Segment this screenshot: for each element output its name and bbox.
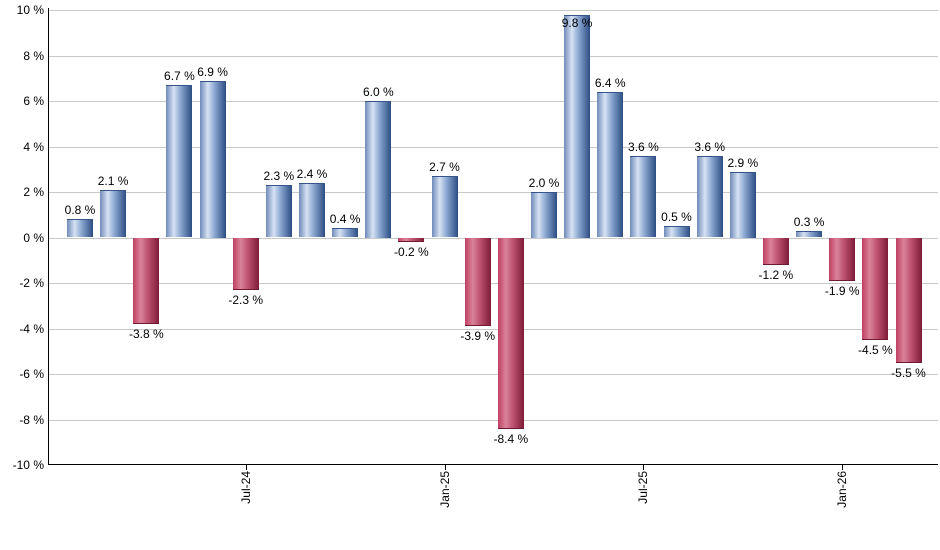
y-axis-label: -8 % [19,413,44,427]
bar-value-label: 2.4 % [296,166,328,181]
x-axis-tick [246,465,247,470]
bar-value-label: 9.8 % [561,15,593,30]
y-axis-label: 10 % [16,3,44,17]
negative-bar [498,237,524,429]
x-axis-tick [842,465,843,470]
negative-bar [763,237,789,265]
negative-bar [862,237,888,340]
negative-bar [465,237,491,327]
positive-bar [796,230,822,238]
negative-bar [398,237,424,242]
y-axis-label: 6 % [23,94,44,108]
positive-bar [166,85,192,238]
bar-value-label: 6.4 % [594,75,626,90]
bar-value-label: 0.3 % [793,214,825,229]
positive-bar [630,155,656,238]
y-axis-label: -2 % [19,276,44,290]
positive-bar [597,91,623,238]
plot-area: 0.8 % 2.1 % -3.8 % 6.7 % 6.9 % -2.3 % 2.3 % 2.4… [49,10,938,465]
positive-bar [564,14,590,238]
positive-bar [200,80,226,238]
positive-bar [697,155,723,238]
bar-value-label: -1.9 % [824,283,860,298]
y-axis-label: 0 % [23,231,44,245]
gridline [49,329,938,330]
gridline [49,374,938,375]
bar-value-label: -1.2 % [758,267,794,282]
negative-bar [133,237,159,324]
y-axis-label: -10 % [12,458,44,472]
bar-value-label: -3.9 % [460,329,496,344]
x-axis-label: Jul-25 [636,471,650,504]
gridline [49,192,938,193]
positive-bar [432,176,458,238]
bar-value-label: -5.5 % [891,365,926,380]
bar-value-label: 0.8 % [64,203,96,218]
positive-bar [332,228,358,238]
bar-value-label: 2.9 % [727,155,759,170]
negative-bar [829,237,855,281]
bar-value-label: 6.0 % [362,85,394,99]
y-axis-label: 8 % [23,49,44,63]
gridline [49,101,938,102]
y-axis-label: 4 % [23,140,44,154]
positive-bar [266,185,292,238]
gridline [49,147,938,148]
x-axis-tick [445,465,446,470]
bar-value-label: 3.6 % [628,139,659,154]
x-axis-label: Jan-26 [835,471,849,508]
gridline [49,238,938,239]
bar-value-label: 2.3 % [263,169,295,184]
negative-bar [896,237,922,363]
positive-bar [664,226,690,238]
x-axis-label: Jan-25 [438,471,452,508]
bar-value-label: 6.9 % [197,64,228,79]
x-axis-label: Jul-24 [239,471,253,504]
bar-value-label: 2.7 % [429,160,460,175]
bar-value-label: -4.5 % [858,342,893,357]
gridline [49,420,938,421]
y-axis-line [48,8,49,465]
bar-value-label: 0.4 % [329,212,361,227]
positive-bar [531,192,557,238]
bar-value-label: 6.7 % [164,69,195,84]
y-axis-label: 2 % [23,185,44,199]
gridline [49,10,938,11]
positive-bar [67,219,93,238]
x-axis-line [48,464,938,465]
bar-value-label: -8.4 % [493,431,529,446]
bar-value-label: 2.0 % [528,176,560,190]
gridline [49,56,938,57]
y-axis-label: -6 % [19,367,44,381]
bar-value-label: -0.2 % [394,245,429,260]
positive-bar [365,101,391,238]
x-axis-tick [643,465,644,470]
bar-value-label: -3.8 % [128,326,164,341]
bar-value-label: 0.5 % [661,210,692,225]
negative-bar [233,237,259,290]
bar-value-label: 2.1 % [97,173,129,188]
bar-value-label: 3.6 % [694,139,726,154]
positive-bar [299,182,325,238]
positive-bar [730,171,756,238]
positive-bar [100,189,126,238]
gridline [49,283,938,284]
y-axis-label: -4 % [19,322,44,336]
bar-value-label: -2.3 % [228,292,264,307]
